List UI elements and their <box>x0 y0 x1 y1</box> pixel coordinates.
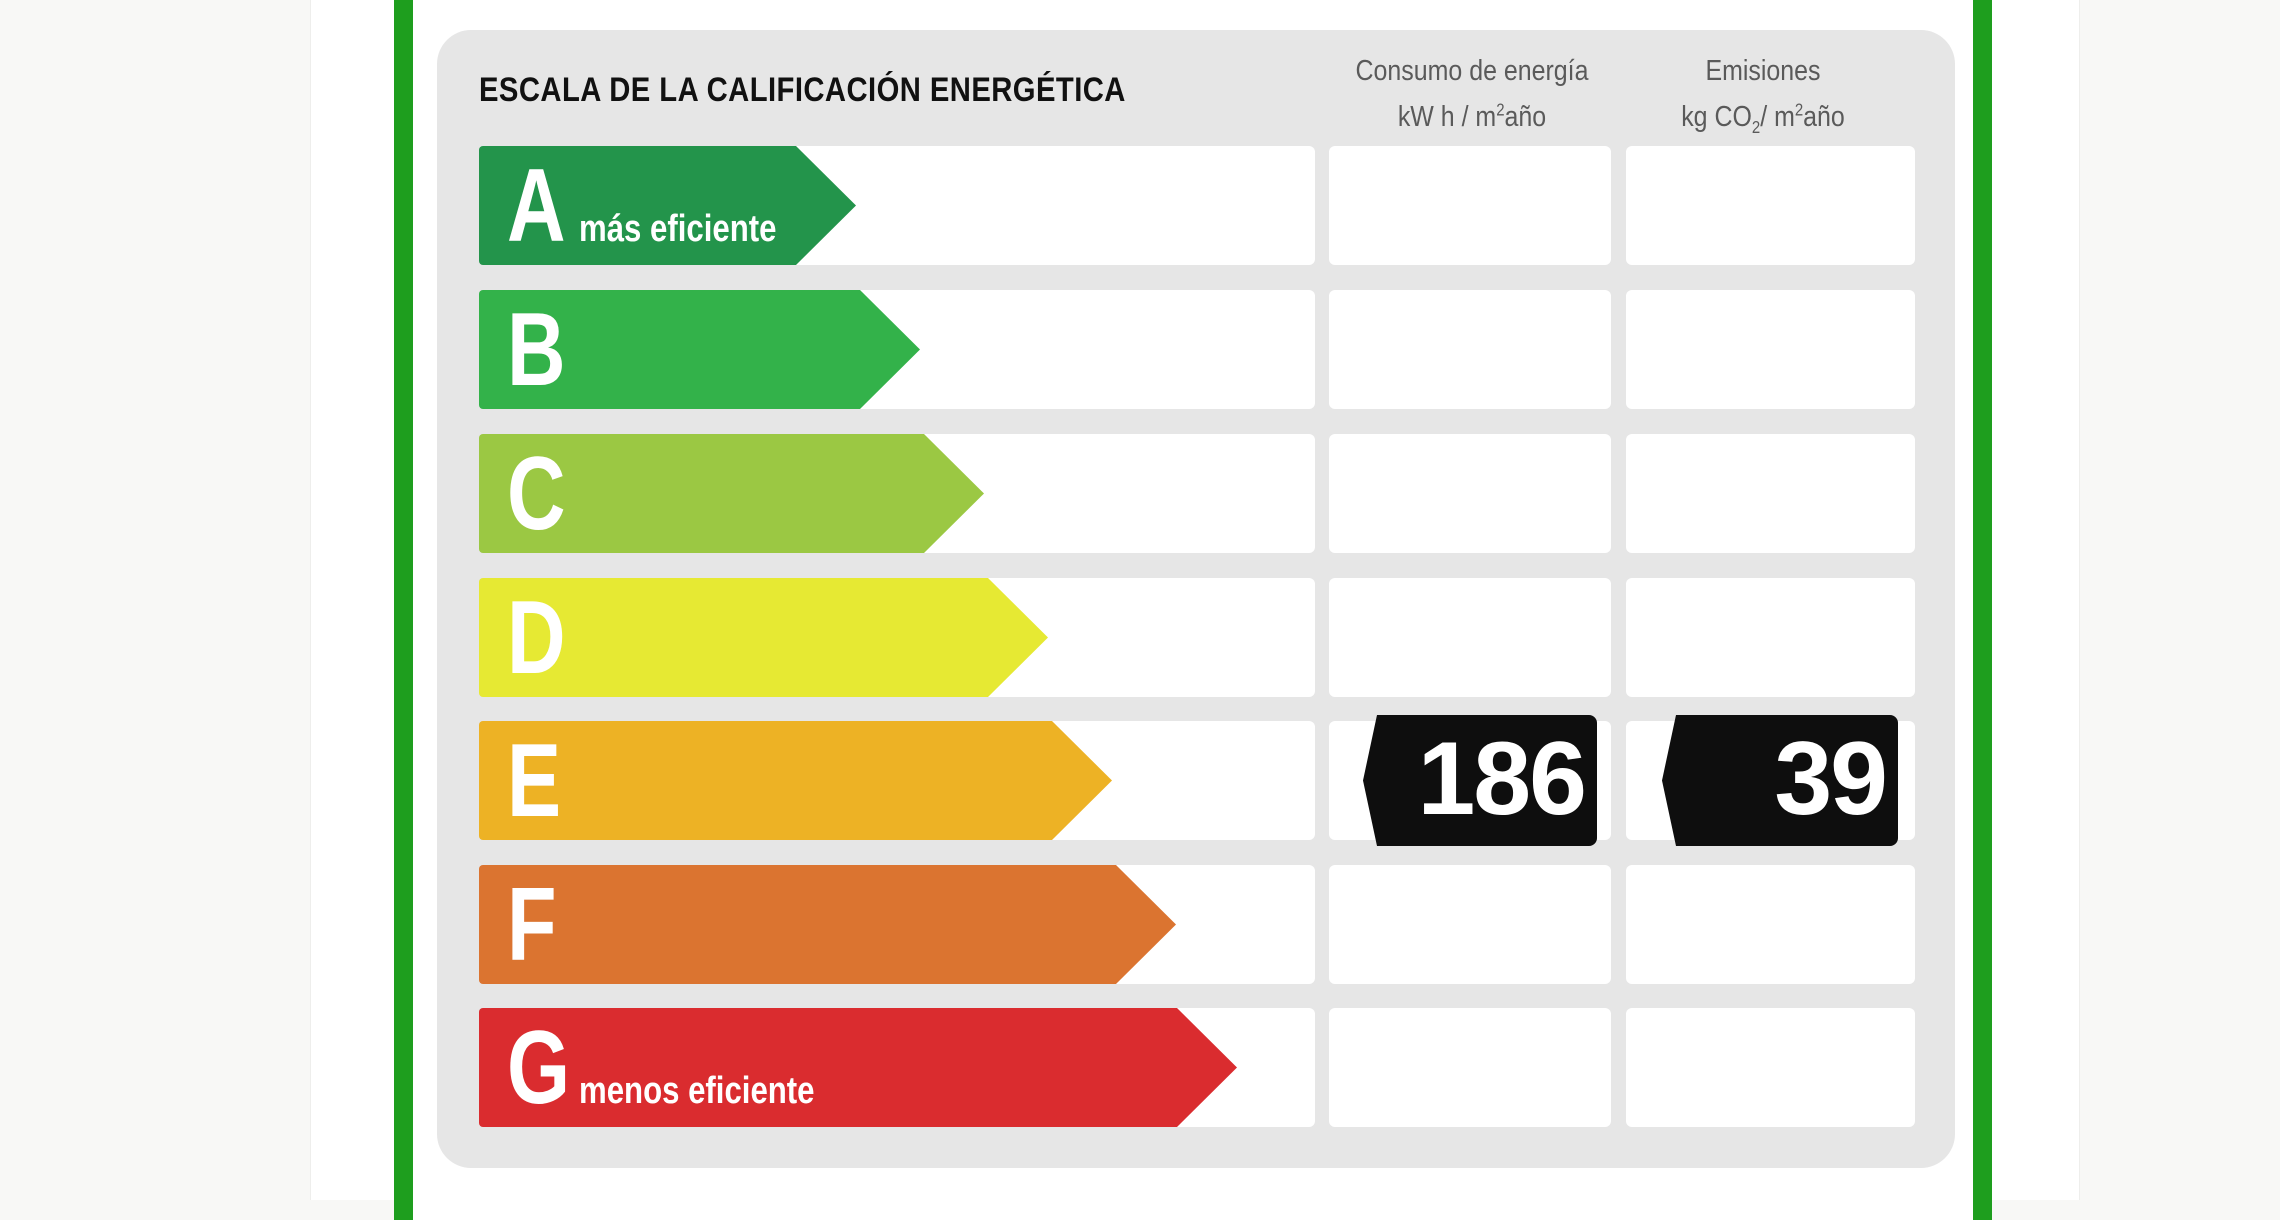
rating-sublabel: más eficiente <box>579 208 777 250</box>
consumo-value: 186 <box>1417 721 1587 837</box>
rating-letter: E <box>507 723 562 839</box>
rating-row-c: C <box>479 434 1915 553</box>
rating-arrow-c: C <box>479 434 984 553</box>
emisiones-cell <box>1626 146 1915 265</box>
consumo-column-header: Consumo de energía kW h / m2año <box>1330 48 1614 140</box>
consumo-cell <box>1329 434 1611 553</box>
consumo-header-unit: kW h / m2año <box>1397 99 1547 133</box>
emisiones-cell <box>1626 1008 1915 1127</box>
rating-sublabel: menos eficiente <box>579 1070 815 1112</box>
consumo-cell <box>1329 578 1611 697</box>
energy-scale-title: ESCALA DE LA CALIFICACIÓN ENERGÉTICA <box>479 71 1126 109</box>
consumo-cell <box>1329 1008 1611 1127</box>
rating-letter: D <box>507 580 566 696</box>
emisiones-value-indicator: 39 <box>1662 715 1898 846</box>
rating-row-d: D <box>479 578 1915 697</box>
emisiones-header-line1: Emisiones <box>1705 55 1821 87</box>
rating-arrow-d: D <box>479 578 1048 697</box>
consumo-cell <box>1329 865 1611 984</box>
rating-arrow-g: G menos eficiente <box>479 1008 1237 1127</box>
consumo-value-indicator: 186 <box>1363 715 1597 846</box>
emisiones-cell <box>1626 434 1915 553</box>
emisiones-cell <box>1626 578 1915 697</box>
rating-letter: B <box>507 292 566 408</box>
rating-row-g: G menos eficiente <box>479 1008 1915 1127</box>
emisiones-header-unit: kg CO2/ m2año <box>1681 99 1845 137</box>
rating-letter: C <box>507 436 566 552</box>
rating-letter: F <box>507 867 557 983</box>
emisiones-cell <box>1626 290 1915 409</box>
consumo-header-line1: Consumo de energía <box>1355 55 1589 87</box>
rating-arrow-f: F <box>479 865 1176 984</box>
rating-arrow-e: E <box>479 721 1112 840</box>
emisiones-cell <box>1626 865 1915 984</box>
rating-arrow-a: A más eficiente <box>479 146 856 265</box>
rating-row-e: E 186 39 <box>479 715 1915 846</box>
rating-arrow-b: B <box>479 290 920 409</box>
emisiones-value: 39 <box>1774 721 1888 837</box>
consumo-cell <box>1329 290 1611 409</box>
rating-row-a: A más eficiente <box>479 146 1915 265</box>
consumo-cell <box>1329 146 1611 265</box>
rating-letter: G <box>507 1010 571 1126</box>
emisiones-column-header: Emisiones kg CO2/ m2año <box>1628 48 1898 140</box>
rating-row-b: B <box>479 290 1915 409</box>
rating-letter: A <box>507 148 566 264</box>
rating-row-f: F <box>479 865 1915 984</box>
